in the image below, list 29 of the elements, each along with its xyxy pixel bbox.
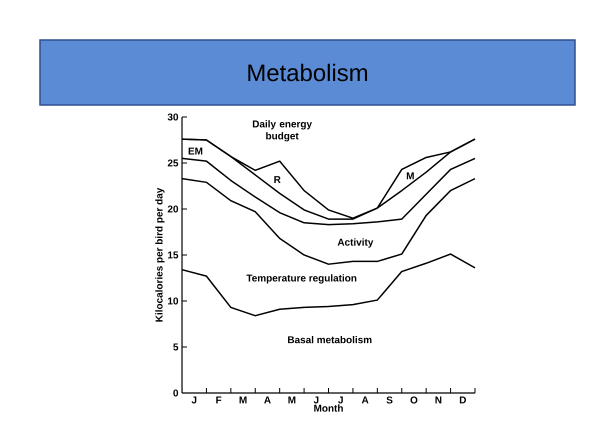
x-tick-label: A: [362, 396, 368, 404]
y-tick-label: 10: [168, 297, 178, 305]
y-tick-label: 5: [173, 344, 178, 350]
x-tick-label: M: [240, 396, 247, 404]
annotation: Activity: [338, 238, 374, 248]
x-axis-title: Month: [314, 404, 343, 412]
y-tick-label: 0: [173, 389, 178, 397]
annotation: Temperature regulation: [246, 274, 356, 284]
chart-title: Metabolism: [248, 64, 368, 82]
x-tick-label: F: [216, 396, 222, 404]
annotation: Daily energy budget: [252, 120, 312, 142]
x-tick-label: N: [435, 396, 442, 404]
y-tick-label: 15: [168, 252, 178, 258]
annotation: M: [406, 172, 414, 180]
y-tick-label: 30: [168, 113, 178, 121]
x-tick-label: J: [314, 396, 318, 404]
y-tick-label: 25: [168, 159, 178, 167]
x-tick-label: D: [460, 396, 466, 404]
x-tick-label: J: [192, 396, 196, 404]
y-tick-label: 20: [168, 205, 178, 213]
annotation: Basal metabolism: [288, 336, 372, 344]
annotation: EM: [188, 148, 202, 154]
annotation: R: [274, 176, 281, 183]
x-tick-label: A: [264, 396, 271, 404]
x-tick-label: O: [410, 396, 418, 404]
y-axis-title: Kilocalories per bird per day: [155, 188, 165, 322]
x-tick-label: S: [386, 396, 392, 404]
x-tick-label: J: [338, 396, 343, 404]
x-tick-label: M: [288, 396, 296, 404]
